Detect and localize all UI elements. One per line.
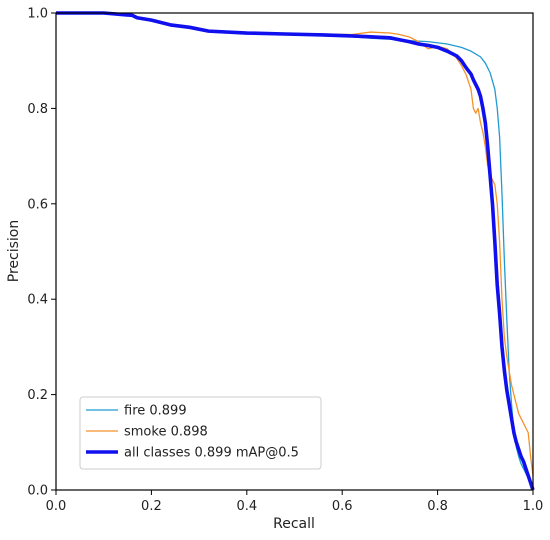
legend-label-2: all classes 0.899 mAP@0.5 bbox=[124, 446, 299, 461]
x-axis-label: Recall bbox=[273, 516, 315, 532]
ticks-layer: 0.0 0.2 0.4 0.6 0.8 1.0 0.0 0.2 0.4 0.6 0.8 1.0 bbox=[27, 7, 543, 515]
plot-frame bbox=[55, 12, 534, 491]
legend-label-1: smoke 0.898 bbox=[124, 425, 208, 440]
x-tick-label: 1.0 bbox=[523, 499, 544, 514]
series-line-2 bbox=[56, 11, 535, 491]
series-layer bbox=[56, 11, 535, 491]
x-tick-label: 0.2 bbox=[141, 499, 162, 514]
x-tick-label: 0.8 bbox=[427, 499, 448, 514]
y-axis-label: Precision bbox=[6, 220, 22, 282]
legend-label-0: fire 0.899 bbox=[124, 404, 187, 419]
x-tick-label: 0.4 bbox=[236, 499, 257, 514]
x-tick-label: 0.6 bbox=[332, 499, 353, 514]
legend-items: fire 0.899 smoke 0.898 all classes 0.899 m… bbox=[86, 404, 299, 461]
y-tick-label: 1.0 bbox=[27, 7, 48, 22]
y-tick-label: 0.4 bbox=[27, 293, 48, 308]
y-tick-label: 0.0 bbox=[27, 484, 48, 499]
x-tick-label: 0.0 bbox=[46, 499, 67, 514]
legend: fire 0.899 smoke 0.898 all classes 0.899 m… bbox=[79, 396, 322, 470]
legend-box bbox=[79, 396, 322, 470]
y-tick-label: 0.6 bbox=[27, 197, 48, 212]
y-tick-label: 0.8 bbox=[27, 102, 48, 117]
y-tick-label: 0.2 bbox=[27, 388, 48, 403]
